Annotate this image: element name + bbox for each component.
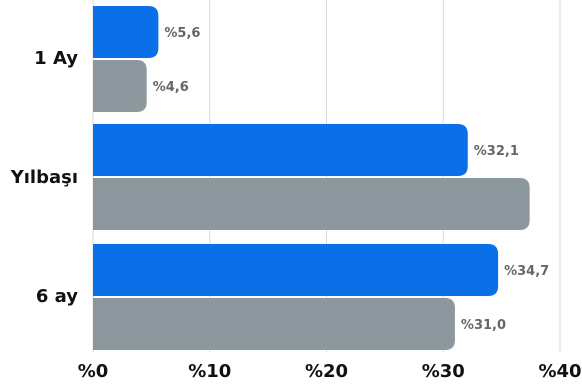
data-label-2-1: %31,0 <box>461 318 506 333</box>
tick-label-0: %0 <box>78 361 109 382</box>
tick-label-4: %40 <box>538 361 581 382</box>
bar-1-0 <box>93 124 468 176</box>
data-label-0-1: %4,6 <box>153 80 189 95</box>
tick-label-1: %10 <box>188 361 231 382</box>
bar-0-1 <box>93 60 147 112</box>
category-label-2: 6 ay <box>36 286 78 307</box>
bar-2-1 <box>93 298 455 350</box>
tick-label-3: %30 <box>422 361 465 382</box>
data-label-1-0: %32,1 <box>474 144 519 159</box>
category-labels: 1 Ay Yılbaşı 6 ay <box>10 48 79 307</box>
x-axis-tick-labels: %0 %10 %20 %30 %40 <box>78 361 582 382</box>
category-label-0: 1 Ay <box>34 48 78 69</box>
data-labels: %5,6 %4,6 %32,1 %34,7 %31,0 <box>153 26 550 333</box>
bars <box>93 6 530 350</box>
bar-2-0 <box>93 244 499 296</box>
category-label-1: Yılbaşı <box>10 167 78 188</box>
data-label-0-0: %5,6 <box>164 26 200 41</box>
bar-1-1 <box>93 178 530 230</box>
bar-0-0 <box>93 6 159 58</box>
tick-label-2: %20 <box>305 361 348 382</box>
data-label-2-0: %34,7 <box>504 264 549 279</box>
